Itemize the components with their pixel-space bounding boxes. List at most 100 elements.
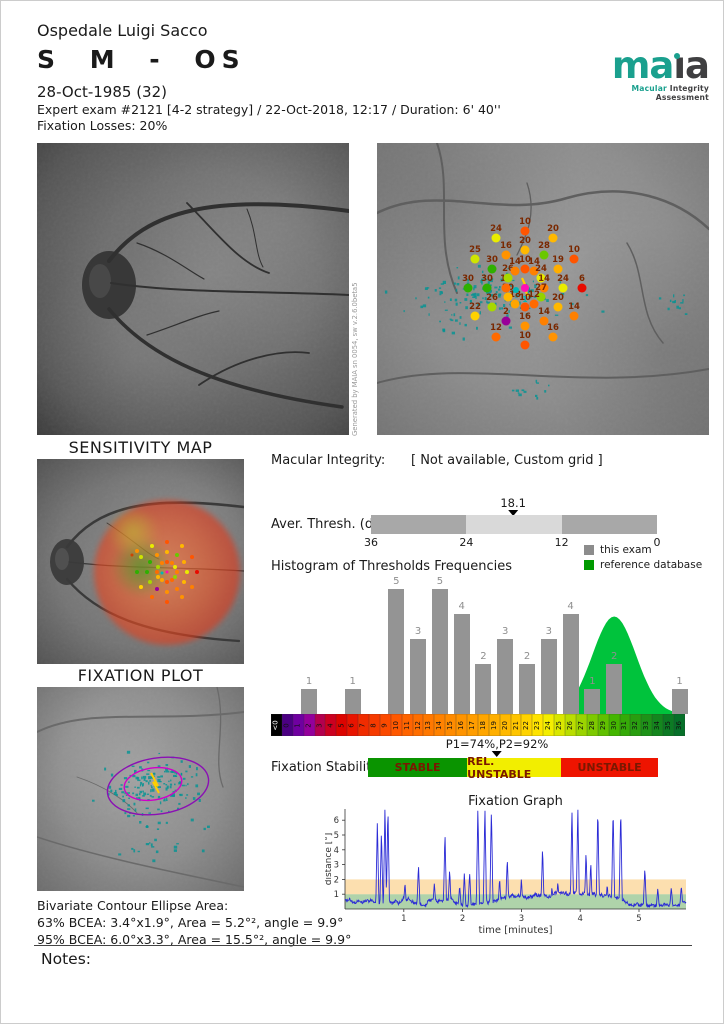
- stimulus-dot: [165, 599, 169, 604]
- scale-cell-label: 30: [609, 720, 618, 730]
- stimulus-dot: [503, 292, 513, 302]
- fundus-left-vessels: [37, 143, 349, 435]
- fixation-stability-bar: P1=74%,P2=92% STABLE REL. UNSTABLE UNSTABL…: [368, 738, 658, 781]
- stimulus-value-label: 27: [535, 282, 547, 293]
- stimulus-value-label: 10: [519, 254, 531, 265]
- scale-cell-label: 15: [446, 720, 455, 730]
- stimulus-value-label: 20: [547, 223, 559, 234]
- scale-cell-label: 1: [293, 722, 302, 728]
- stimulus-dot: [165, 550, 169, 555]
- db-color-scale: <0 0 1 2 3 4 5 6 7 8 9 10 11 12 13 14 15 16 17 18 19 20 21 22 23…: [271, 714, 685, 736]
- scale-cell-3: 3: [314, 714, 326, 736]
- scale-cell-label: 35: [664, 720, 673, 730]
- scale-cell-11: 11: [401, 714, 413, 736]
- hist-bar-18: [475, 664, 492, 714]
- hist-count-label: 1: [589, 676, 596, 687]
- scale-cell-29: 29: [597, 714, 609, 736]
- scale-cell-22: 22: [521, 714, 533, 736]
- near-disc-dot-1: [135, 549, 139, 553]
- histogram-bars: 1 1 5 3 5 4 2 3 2 3 4 1 2 1: [271, 576, 688, 714]
- legend-label: this exam: [600, 544, 652, 556]
- scale-cell-34: 34: [652, 714, 664, 736]
- stimulus-dot: [529, 299, 539, 309]
- stimulus-dot: [548, 233, 558, 243]
- sensitivity-map-image: [37, 459, 244, 664]
- scale-cell-label: 22: [522, 720, 531, 730]
- stimulus-value-label: 30: [462, 273, 474, 284]
- hist-bar-2: [301, 689, 318, 714]
- patient-dob-age: 28-Oct-1985 (32): [37, 83, 167, 101]
- aver-thresh-marker-triangle: [508, 510, 519, 516]
- scale-cell-label: 19: [489, 720, 498, 730]
- svg-text:5: 5: [334, 831, 339, 841]
- svg-text:4: 4: [334, 846, 339, 856]
- logo-i: ı: [673, 44, 686, 87]
- threshold-grid-overlay: 1014241427121018201226142028192420141622…: [377, 143, 709, 435]
- aver-thresh-tick: 24: [459, 536, 474, 549]
- stimulus-dot: [529, 266, 539, 276]
- aver-thresh-tick: 36: [364, 536, 378, 549]
- stimulus-dot: [520, 321, 530, 331]
- stimulus-dot: [182, 560, 187, 565]
- hist-count-label: 3: [545, 626, 552, 637]
- fixation-stability-label: Fixation Stability: [271, 760, 380, 775]
- stimulus-dot: [194, 570, 199, 574]
- scale-cell-label: 36: [674, 720, 683, 730]
- stimulus-dot: [553, 264, 563, 274]
- scale-cell-label: 31: [620, 720, 629, 730]
- aver-thresh-ticks: 36 24 12 0: [364, 536, 661, 550]
- stimulus-dot: [558, 283, 568, 293]
- hist-count-label: 1: [305, 676, 313, 687]
- logo-tagline-rest: Integrity Assessment: [655, 84, 709, 102]
- fixation-distance-trace: [344, 809, 687, 909]
- stimulus-dot: [173, 574, 178, 579]
- stimulus-value-label: 30: [481, 273, 493, 284]
- legend-label: reference database: [600, 559, 703, 571]
- stimulus-dot: [539, 283, 549, 293]
- scale-cell-label: 5: [337, 722, 346, 728]
- scale-cell-16: 16: [456, 714, 468, 736]
- histogram-title: Histogram of Thresholds Frequencies: [271, 559, 513, 574]
- scale-cell-label: 27: [576, 720, 585, 730]
- p1-p2-annotation: P1=74%,P2=92%: [445, 737, 549, 751]
- scale-cell-21: 21: [510, 714, 522, 736]
- scale-cell-label: 33: [642, 720, 651, 730]
- stimulus-value-label: 22: [469, 301, 481, 312]
- scale-cell-label: 16: [457, 720, 466, 730]
- logo-ma: ma: [611, 44, 675, 87]
- scale-cell-label: 4: [326, 722, 335, 728]
- hist-count-label: 2: [611, 651, 618, 662]
- scale-cell-label: 20: [500, 720, 509, 730]
- scale-cell-label: 21: [511, 720, 520, 730]
- stimulus-value-label: 14: [568, 301, 580, 312]
- histogram-legend: this exam reference database: [584, 544, 702, 574]
- stimulus-dot: [179, 544, 184, 548]
- maia-logo: maıa Macular Integrity Assessment: [587, 47, 710, 102]
- hist-bar-24: [540, 639, 557, 714]
- scale-cell-18: 18: [477, 714, 489, 736]
- hist-count-label: 5: [393, 576, 400, 587]
- svg-text:1: 1: [334, 890, 339, 900]
- sensitivity-map-title: SENSITIVITY MAP: [68, 438, 213, 457]
- scale-cell-label: 17: [467, 720, 476, 730]
- svg-text:5: 5: [636, 914, 641, 924]
- near-disc-dot-2: [130, 553, 134, 557]
- hist-bar-30: [606, 664, 623, 714]
- stimulus-dot: [165, 579, 169, 584]
- bcea-63-line: 63% BCEA: 3.4°x1.9°, Area = 5.2°², angle…: [37, 915, 344, 930]
- hist-bar-28: [584, 689, 601, 714]
- aver-thresh-tick: 0: [653, 536, 661, 549]
- scale-cell-label: 14: [435, 720, 444, 730]
- stability-zone-unstable: UNSTABLE: [561, 758, 658, 777]
- legend-item: this exam: [584, 544, 702, 556]
- fixation-losses: Fixation Losses: 20%: [37, 118, 168, 133]
- scale-cell-28: 28: [586, 714, 598, 736]
- stimulus-dot: [491, 233, 501, 243]
- macular-integrity-value: [ Not available, Custom grid ]: [411, 453, 603, 468]
- stimulus-dot: [179, 595, 184, 600]
- stimulus-dot: [520, 340, 530, 350]
- scale-cell-7: 7: [358, 714, 370, 736]
- stimulus-dot: [539, 316, 549, 326]
- hist-bar-14: [431, 589, 448, 714]
